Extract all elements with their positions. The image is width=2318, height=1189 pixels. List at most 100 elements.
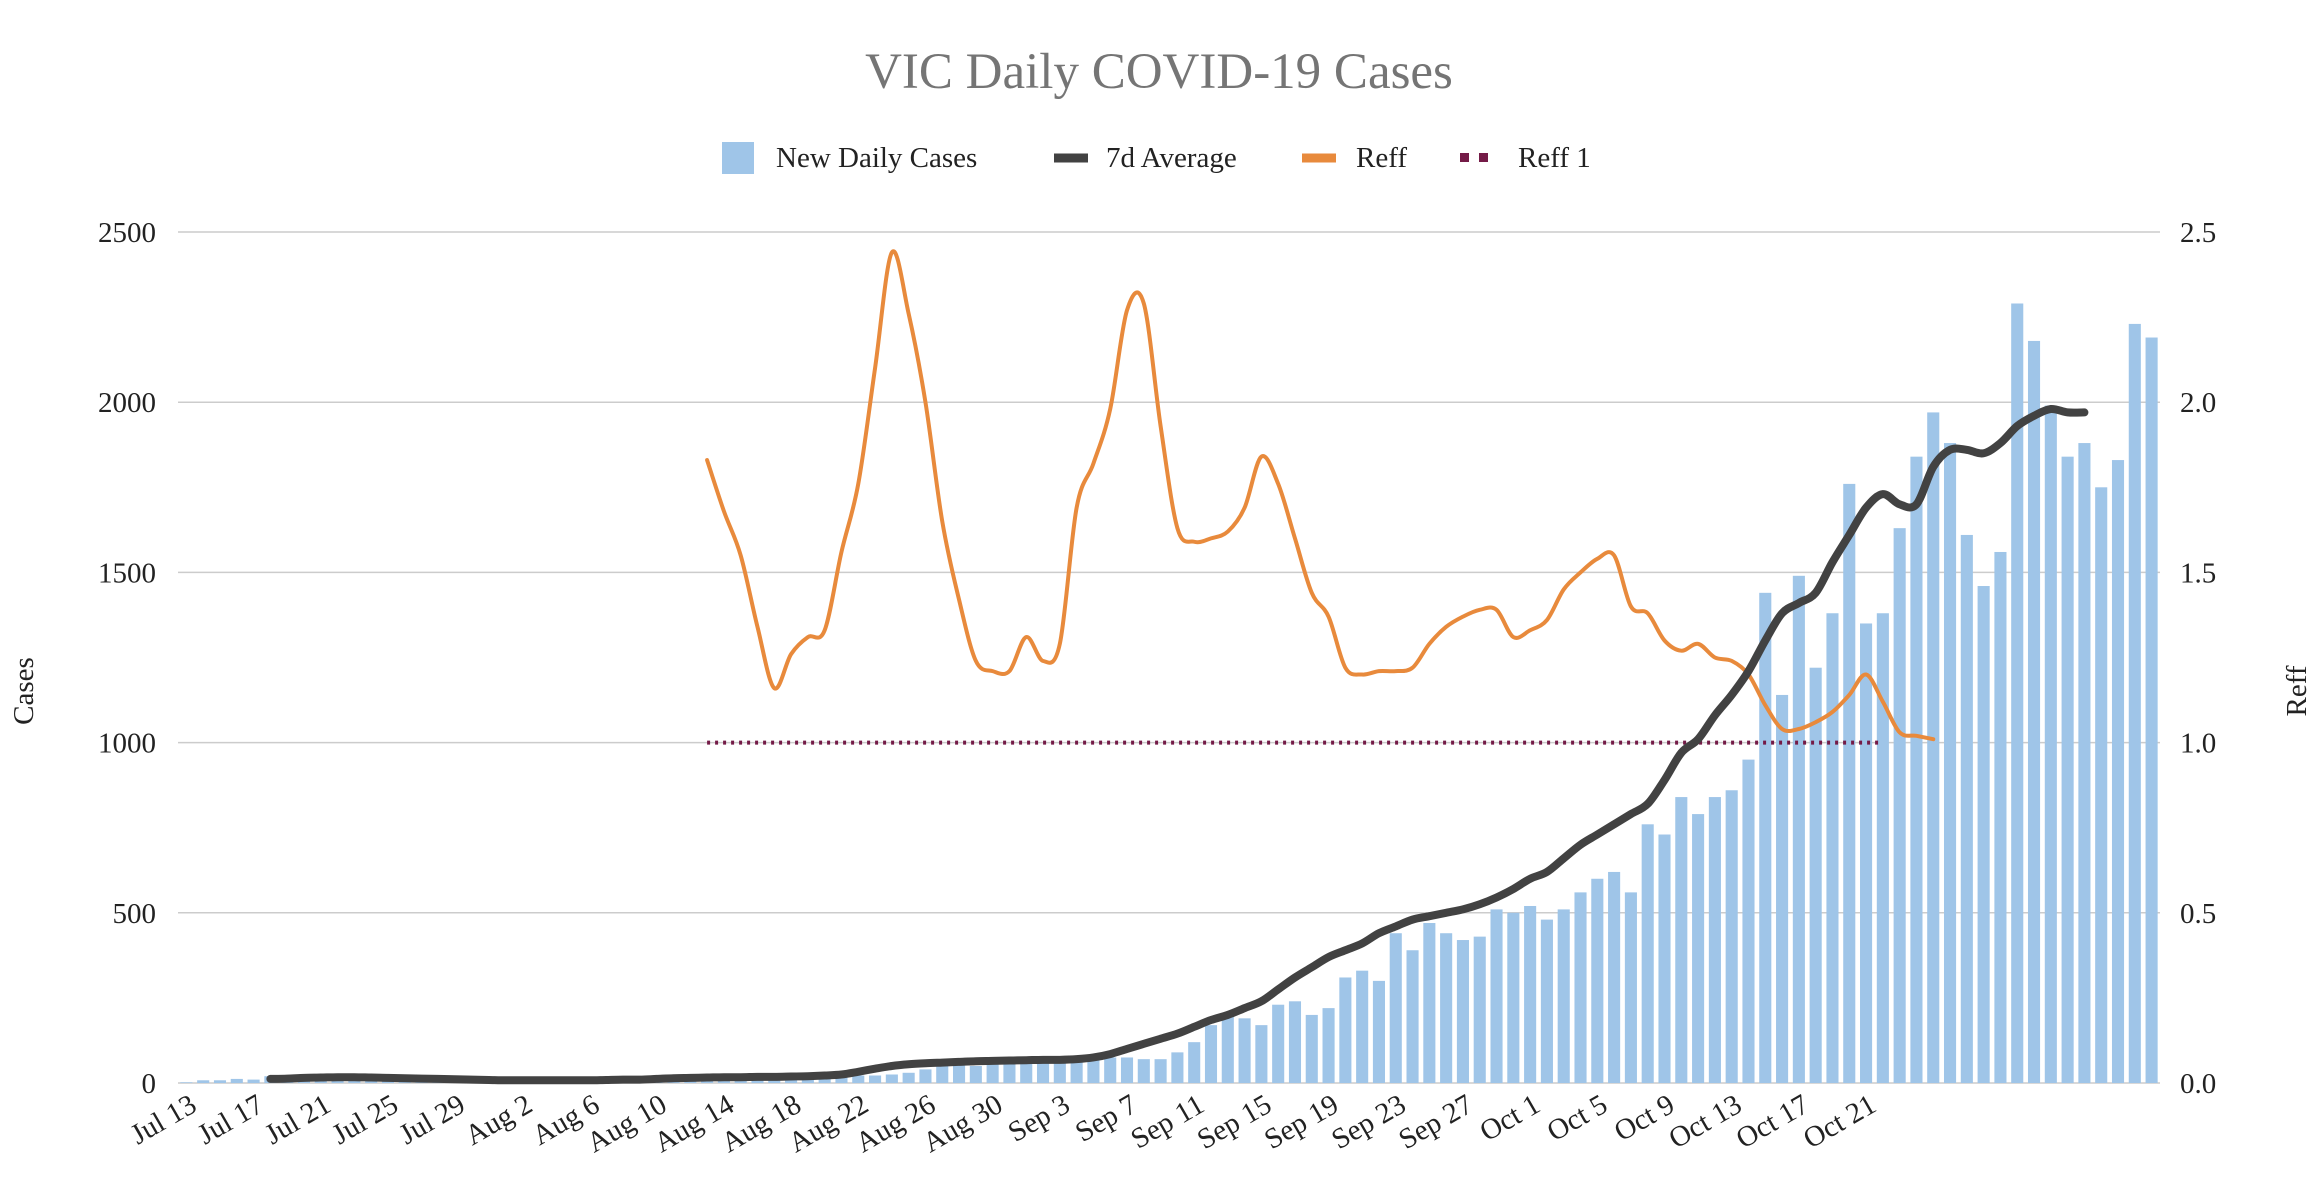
y-tick-label-right: 2.5 [2180,217,2216,249]
legend-item-7d-average[interactable]: 7d Average [1054,142,1237,174]
y-tick-label-left: 1000 [98,728,156,760]
bar-new-daily-cases [2078,443,2091,1084]
bar-new-daily-cases [1120,1057,1134,1083]
bar-new-daily-cases [1943,443,1957,1084]
bar-new-daily-cases [1288,1001,1302,1083]
y-tick-label-right: 1.5 [2180,557,2216,589]
bar-new-daily-cases [1574,892,1587,1083]
bar-new-daily-cases [1020,1062,1033,1083]
bar-new-daily-cases [1792,575,1805,1083]
bar-new-daily-cases [1826,613,1839,1083]
legend-item-new-daily-cases[interactable]: New Daily Cases [722,142,977,174]
bar-new-daily-cases [818,1076,831,1083]
bar-new-daily-cases [1759,592,1772,1083]
bar-new-daily-cases [1255,1025,1268,1083]
bar-new-daily-cases [1154,1059,1167,1083]
bar-new-daily-cases [2128,323,2141,1084]
bar-new-daily-cases [2145,337,2158,1083]
bars-new-daily-cases [180,303,2158,1084]
x-tick-label: Jul 21 [260,1088,337,1151]
x-tick-label: Sep 19 [1259,1088,1344,1156]
bar-new-daily-cases [1507,912,1520,1083]
bar-new-daily-cases [1204,1025,1218,1083]
legend-item-reff[interactable]: Reff [1302,142,1407,174]
bar-new-daily-cases [1440,933,1453,1083]
y-tick-label-left: 1500 [98,557,156,589]
legend-item-reff-1[interactable]: Reff 1 [1460,142,1591,174]
x-tick-label: Jul 25 [327,1088,404,1151]
legend-swatch-reff-1-dot-2 [1479,153,1488,162]
bar-new-daily-cases [1272,1004,1285,1083]
bar-new-daily-cases [1675,797,1688,1083]
bar-new-daily-cases [1692,814,1705,1083]
y-tick-label-left: 500 [113,898,157,930]
bar-new-daily-cases [1809,667,1822,1083]
bar-new-daily-cases [1876,613,1889,1083]
bar-new-daily-cases [1860,623,1873,1083]
bar-new-daily-cases [2044,405,2057,1083]
bar-new-daily-cases [1423,923,1436,1083]
bar-new-daily-cases [919,1069,932,1083]
bar-new-daily-cases [1591,878,1604,1083]
bar-new-daily-cases [1188,1042,1201,1083]
bar-new-daily-cases [197,1080,210,1083]
line-reff [705,249,1936,742]
bar-new-daily-cases [348,1079,361,1083]
y-tick-label-right: 2.0 [2180,387,2216,419]
line-7d-average [266,404,2089,1085]
y-tick-label-right: 1.0 [2180,728,2216,760]
bar-new-daily-cases [230,1078,243,1083]
bar-new-daily-cases [1456,940,1469,1083]
bar-new-daily-cases [1372,980,1386,1083]
legend-label-reff: Reff [1356,142,1407,174]
x-tick-label: Jul 17 [192,1088,269,1151]
x-tick-label: Sep 11 [1126,1088,1210,1155]
legend-label-new-daily-cases: New Daily Cases [776,142,977,174]
bar-new-daily-cases [180,1082,193,1083]
bar-new-daily-cases [1305,1014,1318,1083]
x-tick-label: Sep 27 [1393,1088,1478,1156]
bar-new-daily-cases [869,1075,882,1083]
bar-new-daily-cases [1003,1062,1016,1083]
y-tick-label-right: 0.5 [2180,898,2216,930]
x-tick-label: Jul 29 [394,1088,471,1151]
bar-new-daily-cases [2095,487,2108,1083]
y-tick-label-left: 2500 [98,217,156,249]
legend-swatch-new-daily-cases [722,142,754,174]
bar-new-daily-cases [1708,797,1721,1083]
y-axis-left-title: Cases [8,657,40,725]
bar-new-daily-cases [1070,1059,1083,1083]
legend: New Daily Cases 7d Average Reff Reff 1 [722,142,1591,174]
bar-new-daily-cases [1641,824,1654,1083]
bar-new-daily-cases [835,1076,848,1083]
y-tick-label-right: 0.0 [2180,1068,2216,1100]
bar-new-daily-cases [1322,1008,1335,1083]
bar-new-daily-cases [1389,933,1402,1083]
bar-new-daily-cases [885,1074,898,1083]
bar-new-daily-cases [936,1065,949,1083]
legend-label-7d-average: 7d Average [1106,142,1237,174]
bar-new-daily-cases [1356,970,1369,1083]
bar-new-daily-cases [1238,1018,1251,1083]
bar-new-daily-cases [1776,694,1789,1083]
x-tick-label: Aug 2 [460,1088,538,1152]
bar-new-daily-cases [1053,1060,1066,1083]
x-tick-label: Sep 15 [1192,1088,1277,1156]
y-tick-label-left: 0 [142,1068,157,1100]
x-tick-label: Oct 17 [1731,1088,1815,1155]
bar-new-daily-cases [1725,790,1738,1083]
y-axis-right-title: Reff [2281,665,2313,716]
y-axis-right: 0.0 0.5 1.0 1.5 2.0 2.5 [2180,217,2216,1100]
bar-new-daily-cases [1893,528,1906,1083]
x-tick-label: Oct 1 [1474,1088,1545,1148]
bar-new-daily-cases [1624,892,1637,1083]
bar-new-daily-cases [2027,340,2041,1084]
bar-new-daily-cases [1910,456,1923,1083]
x-tick-label: Jul 13 [125,1088,202,1151]
bar-new-daily-cases [1087,1057,1100,1083]
y-tick-label-left: 2000 [98,387,156,419]
legend-label-reff-1: Reff 1 [1518,142,1591,174]
x-tick-label: Sep 23 [1326,1088,1411,1156]
bar-new-daily-cases [1960,534,1973,1083]
